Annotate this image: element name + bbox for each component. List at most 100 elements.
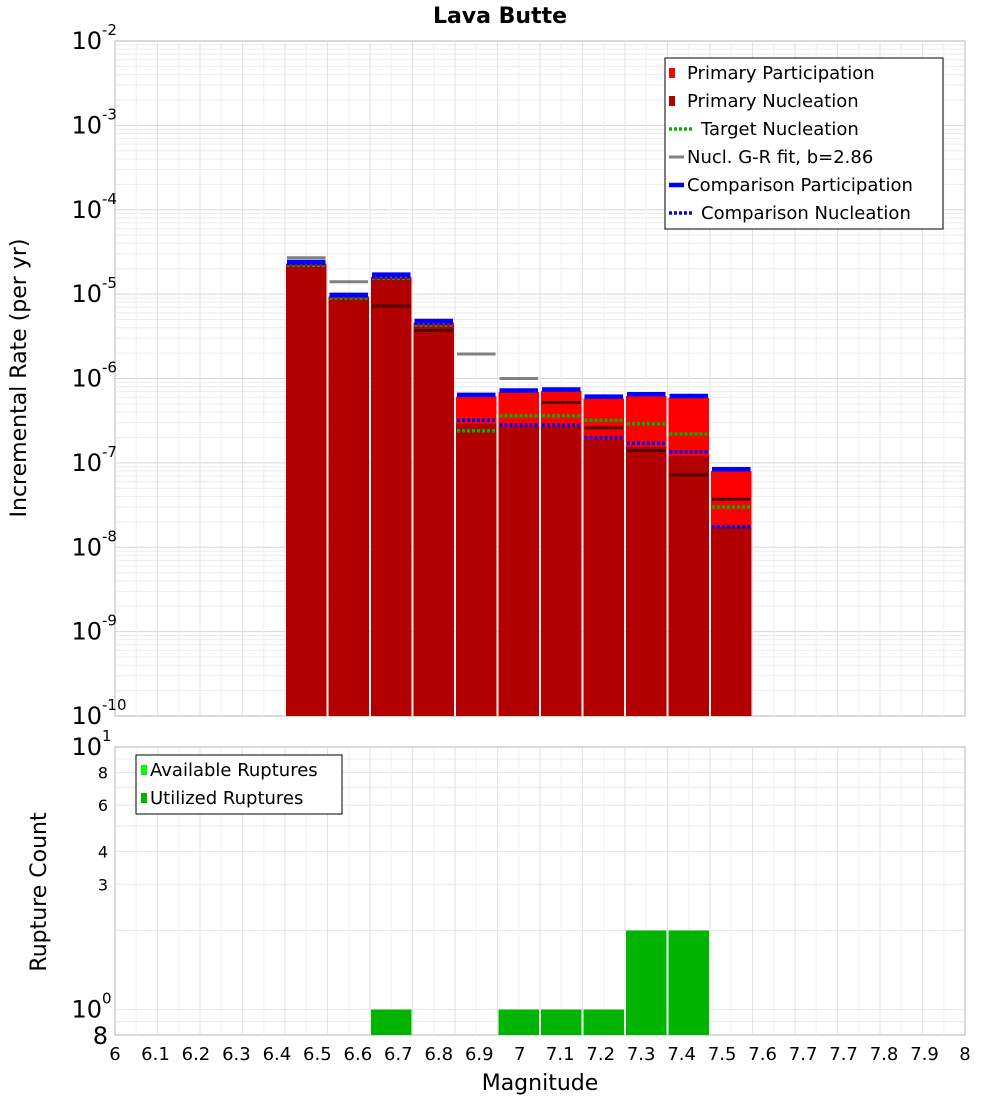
x-tick-label: 6.4 xyxy=(263,1044,292,1065)
utilized-ruptures-bar xyxy=(541,1009,582,1035)
nucleation-bar xyxy=(626,446,667,716)
legend-label: Comparison Participation xyxy=(687,175,913,196)
legend-item-comparison-participation: Comparison Participation xyxy=(669,175,913,196)
x-tick-label: 7.9 xyxy=(910,1044,939,1065)
count-y-tick-label: 3 xyxy=(98,875,108,894)
rate-legend-entries: Primary Participation Primary Nucleation T… xyxy=(669,63,913,224)
legend-item-nucl-g-r-fit-b-2-86: Nucl. G-R fit, b=2.86 xyxy=(669,147,873,168)
tick-base: 10 xyxy=(71,533,102,561)
count-legend-entries: Available Ruptures Utilized Ruptures xyxy=(141,760,318,809)
utilized-ruptures-bar xyxy=(371,1009,412,1035)
legend-item-target-nucleation: Target Nucleation xyxy=(669,119,859,140)
nucleation-bar xyxy=(328,297,369,716)
tick-base: 10 xyxy=(71,618,102,646)
chart-title: Lava Butte xyxy=(433,4,567,29)
rate-y-tick-label: 10 -10 xyxy=(71,696,126,730)
tick-exponent: -6 xyxy=(102,359,117,377)
rate-y-tick-label: 10 -8 xyxy=(71,527,117,561)
tick-exponent: -9 xyxy=(102,612,117,630)
x-tick-label: 6.6 xyxy=(344,1044,373,1065)
tick-exponent: -4 xyxy=(102,190,117,208)
legend-label: Comparison Nucleation xyxy=(701,203,911,224)
tick-base: 10 xyxy=(71,733,102,761)
rate-legend: Primary Participation Primary Nucleation T… xyxy=(664,57,944,230)
tick-exponent: 1 xyxy=(102,727,112,745)
tick-exponent: -8 xyxy=(102,527,117,545)
x-tick-label: 7.2 xyxy=(586,1044,615,1065)
rate-bars xyxy=(286,263,752,716)
tick-base: 10 xyxy=(71,702,102,730)
x-tick-label: 6.9 xyxy=(465,1044,494,1065)
nucleation-bar xyxy=(668,456,709,716)
nucleation-bar xyxy=(371,278,412,716)
utilized-ruptures-bar xyxy=(583,1009,624,1035)
legend-label: Primary Nucleation xyxy=(687,91,859,112)
utilized-ruptures-bar xyxy=(668,930,709,1035)
tick-exponent: -2 xyxy=(102,21,117,39)
x-tick-label: 7.7 xyxy=(829,1044,858,1065)
nucleation-bar xyxy=(583,439,624,716)
legend-label: Primary Participation xyxy=(687,63,875,84)
nucleation-bar xyxy=(541,426,582,716)
tick-base: 10 xyxy=(71,449,102,477)
tick-base: 10 xyxy=(71,27,102,55)
tick-base: 10 xyxy=(71,280,102,308)
rate-y-axis-label: Incremental Rate (per yr) xyxy=(7,239,32,518)
nucleation-bar xyxy=(711,526,752,716)
rate-y-tick-label: 10 -7 xyxy=(71,443,117,477)
tick-exponent: -7 xyxy=(102,443,117,461)
count-y-axis-label: Rupture Count xyxy=(27,812,52,972)
x-tick-label: 6.2 xyxy=(182,1044,211,1065)
x-tick-label: 6.1 xyxy=(141,1044,170,1065)
legend-item-available-ruptures: Available Ruptures xyxy=(141,760,318,781)
x-axis-label: Magnitude xyxy=(482,1071,599,1096)
rate-y-tick-label: 10 -9 xyxy=(71,612,117,646)
x-tick-label: 8 xyxy=(959,1044,970,1065)
count-y-tick-label: 8 xyxy=(93,1022,108,1050)
tick-exponent: -10 xyxy=(102,696,127,714)
legend-item-primary-nucleation: Primary Nucleation xyxy=(669,91,859,112)
rate-y-tick-label: 10 -3 xyxy=(71,105,117,139)
legend-item-primary-participation: Primary Participation xyxy=(669,63,875,84)
x-tick-label: 7.5 xyxy=(708,1044,737,1065)
count-y-tick-label: 6 xyxy=(98,796,108,815)
legend-label: Utilized Ruptures xyxy=(150,788,303,809)
x-tick-label: 7.8 xyxy=(870,1044,899,1065)
count-legend-box xyxy=(135,754,343,815)
count-y-major-tick-label: 10 0 xyxy=(71,990,111,1024)
tick-base: 10 xyxy=(71,365,102,393)
legend-swatch xyxy=(141,765,147,775)
utilized-ruptures-bar xyxy=(626,930,667,1035)
x-tick-label: 7.1 xyxy=(546,1044,575,1065)
legend-swatch xyxy=(669,68,675,78)
legend-label: Available Ruptures xyxy=(150,760,318,781)
count-y-tick-label: 4 xyxy=(98,842,108,861)
x-tick-label: 6.8 xyxy=(424,1044,453,1065)
rate-y-tick-label: 10 -2 xyxy=(71,21,117,55)
rate-y-tick-label: 10 -4 xyxy=(71,190,117,224)
nucleation-bar xyxy=(413,325,454,716)
tick-base: 10 xyxy=(71,996,102,1024)
count-y-tick-label: 8 xyxy=(98,763,108,782)
utilized-ruptures-bar xyxy=(498,1009,539,1035)
rate-y-tick-label: 10 -5 xyxy=(71,274,117,308)
x-tick-label: 7 xyxy=(514,1044,525,1065)
legend-item-utilized-ruptures: Utilized Ruptures xyxy=(141,788,303,809)
tick-base: 10 xyxy=(71,196,102,224)
x-tick-label: 7.6 xyxy=(748,1044,777,1065)
tick-exponent: -5 xyxy=(102,274,117,292)
nucleation-bar xyxy=(498,426,539,716)
x-tick-label: 6 xyxy=(109,1044,120,1065)
x-tick-label: 6.3 xyxy=(222,1044,251,1065)
x-tick-label: 6.7 xyxy=(384,1044,413,1065)
tick-base: 10 xyxy=(71,111,102,139)
x-tick-label: 7.7 xyxy=(789,1044,818,1065)
nucleation-bar xyxy=(286,265,327,716)
legend-swatch xyxy=(669,96,675,106)
rate-y-tick-label: 10 -6 xyxy=(71,359,117,393)
legend-item-comparison-nucleation: Comparison Nucleation xyxy=(669,203,911,224)
legend-label: Target Nucleation xyxy=(700,119,859,140)
